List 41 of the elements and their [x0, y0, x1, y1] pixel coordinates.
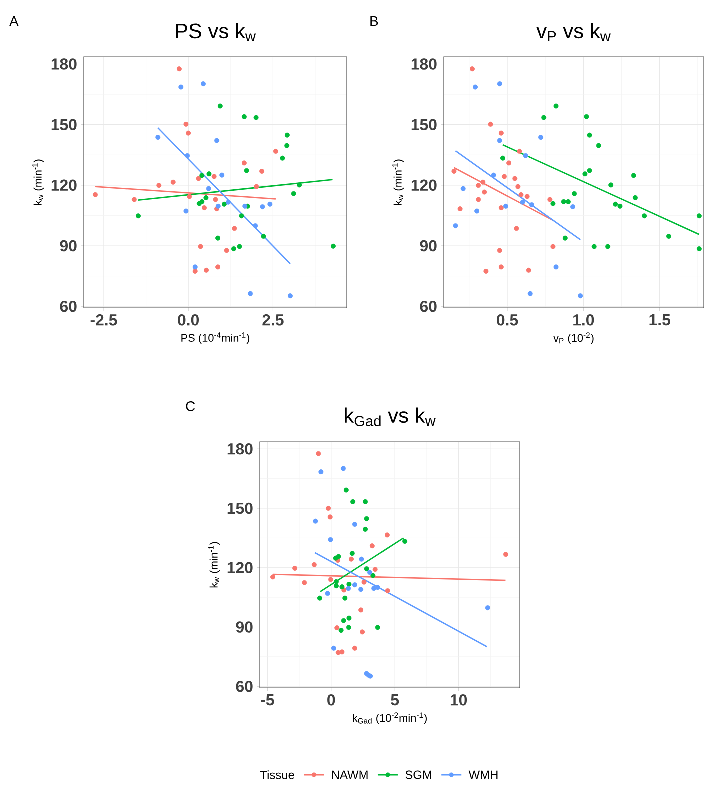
y-tick-label: 150: [52, 119, 77, 130]
legend-label: SGM: [406, 770, 432, 780]
y-tick-label: 120: [228, 562, 253, 574]
y-tick-label: 150: [228, 502, 253, 514]
text: A: [10, 16, 19, 26]
y-tick-label: 60: [236, 680, 253, 692]
x-tick-label: 0: [328, 694, 336, 706]
x-axis-title: v$_{P}$ (10$^{-2}$): [554, 332, 594, 344]
chart-title: k$_{Gad}$ vs k$_{w}$: [345, 408, 436, 426]
y-tick-label: 180: [52, 58, 77, 70]
legend-label: WMH: [468, 770, 498, 780]
y-tick-label: 180: [412, 58, 437, 70]
x-tick-label: -5: [261, 694, 274, 706]
y-tick-label: 90: [420, 240, 437, 252]
y-axis-title: k$_{w}$ (min$^{-1}$): [208, 542, 220, 588]
x-tick-label: 10: [450, 694, 468, 706]
y-tick-label: 180: [228, 443, 253, 455]
y-tick-label: 120: [52, 180, 77, 192]
y-axis-title: k$_{w}$ (min$^{-1}$): [392, 160, 404, 206]
y-tick-label: 60: [420, 300, 437, 312]
y-tick-label: 90: [60, 240, 77, 252]
legend-label: NAWM: [332, 770, 368, 780]
text: B: [370, 16, 378, 26]
text: C: [186, 402, 196, 412]
legend-title: Tissue: [260, 770, 294, 780]
x-tick-label: 1.0: [574, 314, 594, 326]
x-tick-label: -2.5: [90, 314, 118, 326]
x-tick-label: 0.0: [178, 314, 200, 326]
x-tick-label: 1.5: [650, 314, 670, 326]
x-tick-label: 5: [391, 694, 400, 706]
y-axis-title: k$_{w}$ (min$^{-1}$): [32, 160, 44, 206]
x-tick-label: 2.5: [262, 314, 284, 326]
x-axis-title: k$_{Gad}$ (10$^{-2}$min$^{-1}$): [353, 712, 427, 724]
x-axis-title: PS (10$^{-4}$min$^{-1}$): [182, 332, 250, 344]
y-tick-label: 60: [60, 300, 77, 312]
chart-title: v$_{P}$ vs k$_{w}$: [536, 23, 611, 42]
y-tick-label: 120: [412, 180, 437, 192]
y-tick-label: 90: [236, 622, 253, 633]
y-tick-label: 150: [412, 119, 437, 130]
x-tick-label: 0.5: [497, 314, 518, 326]
chart-title: PS vs k$_{w}$: [176, 23, 256, 42]
